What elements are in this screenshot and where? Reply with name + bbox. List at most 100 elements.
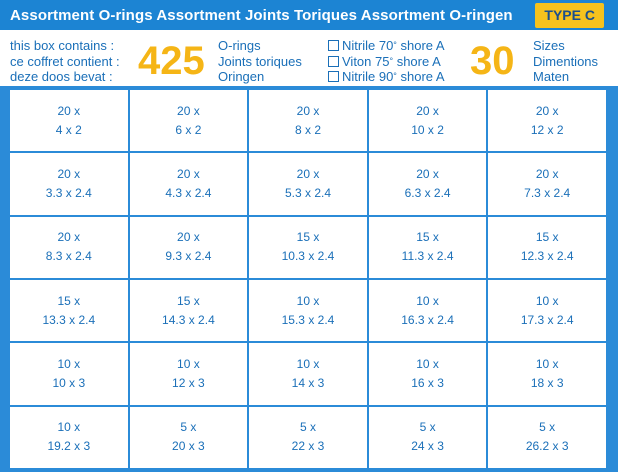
material-label: Viton 75: [342, 53, 390, 69]
compartment-qty: 10 x: [57, 356, 81, 371]
compartment: 10 x 15.3 x 2.4: [249, 279, 367, 342]
compartment: 20 x 6 x 2: [129, 90, 248, 152]
compartment-qty: 20 x: [416, 103, 439, 118]
compartment-size: 14 x 3: [291, 375, 325, 390]
ring-label: O-rings: [218, 38, 261, 53]
compartment-qty: 10 x: [416, 293, 439, 308]
compartment-size: 7.3 x 2.4: [524, 185, 571, 200]
material-suffix: shore A: [393, 53, 441, 69]
compartment-size: 8.3 x 2.4: [45, 249, 92, 264]
compartment-size: 12 x 3: [172, 375, 205, 390]
compartment-qty: 5 x: [180, 420, 197, 435]
checkbox[interactable]: [328, 71, 339, 83]
material-option[interactable]: Nitrile 90 ° shore A: [328, 69, 445, 85]
compartment: 20 x 12 x 2: [488, 90, 606, 152]
contains-line: ce coffret contient :: [10, 53, 120, 69]
material-suffix: shore A: [396, 69, 445, 84]
compartment: 20 x 6.3 x 2.4: [368, 153, 487, 215]
compartment-size: 20 x 3: [172, 439, 205, 454]
compartment-qty: 10 x: [535, 293, 559, 308]
compartment-size: 16 x 3: [411, 375, 444, 390]
compartment-qty: 20 x: [535, 166, 559, 181]
compartment-qty: 20 x: [296, 166, 320, 181]
compartment: 20 x 8 x 2: [249, 90, 367, 152]
compartment: 20 x 4.3 x 2.4: [129, 153, 248, 215]
compartment-qty: 10 x: [177, 356, 200, 371]
compartment-size: 14.3 x 2.4: [162, 312, 215, 327]
compartment-size: 9.3 x 2.4: [165, 249, 212, 264]
compartment-size: 17.3 x 2.4: [520, 312, 574, 327]
compartment-size: 10 x 3: [52, 375, 86, 390]
ring-count: 425: [138, 39, 205, 83]
compartment-qty: 10 x: [535, 356, 559, 371]
material-label: Nitrile 90: [342, 69, 394, 84]
header-bar: Assortment O-rings Assortment Joints Tor…: [0, 0, 618, 30]
compartment: 15 x 10.3 x 2.4: [249, 216, 367, 278]
compartment: 20 x 7.3 x 2.4: [488, 153, 606, 215]
compartment-size: 12 x 2: [530, 122, 564, 137]
compartment: 10 x 10 x 3: [10, 343, 128, 405]
compartment-qty: 20 x: [296, 103, 320, 118]
compartment-qty: 20 x: [535, 103, 559, 118]
compartment: 5 x 26.2 x 3: [488, 406, 606, 468]
compartment-size: 5.3 x 2.4: [284, 185, 331, 200]
compartment-qty: 20 x: [177, 103, 200, 118]
compartment-qty: 20 x: [177, 166, 200, 181]
compartment-size: 6.3 x 2.4: [404, 185, 451, 200]
degree-mark: °: [393, 71, 397, 81]
material-options: Nitrile 70 ° shore A Viton 75 ° shore A Ni…: [328, 38, 445, 85]
compartment-qty: 20 x: [57, 103, 81, 118]
compartment-qty: 10 x: [416, 356, 439, 371]
size-label: Sizes: [533, 38, 565, 53]
compartment: 15 x 12.3 x 2.4: [488, 216, 606, 278]
contains-text: this box contains : ce coffret contient …: [10, 38, 120, 85]
compartment: 20 x 5.3 x 2.4: [249, 153, 367, 215]
compartment: 10 x 12 x 3: [129, 343, 248, 405]
size-label: Dimentions: [533, 53, 599, 69]
material-option[interactable]: Viton 75 ° shore A: [328, 54, 445, 70]
ring-label: Joints toriques: [218, 53, 302, 69]
compartment: 10 x 18 x 3: [488, 343, 606, 405]
compartment-size: 11.3 x 2.4: [401, 249, 454, 264]
compartment: 20 x 4 x 2: [10, 90, 128, 152]
contains-line: deze doos bevat :: [10, 69, 113, 84]
material-suffix: shore A: [396, 38, 445, 53]
material-option[interactable]: Nitrile 70 ° shore A: [328, 38, 445, 54]
compartment-qty: 10 x: [57, 420, 81, 435]
compartment-size: 24 x 3: [411, 439, 444, 454]
compartment-size: 13.3 x 2.4: [42, 312, 96, 327]
compartment-qty: 20 x: [57, 230, 81, 245]
compartment-qty: 15 x: [296, 230, 320, 245]
compartment-qty: 10 x: [296, 356, 320, 371]
compartment-size: 4 x 2: [55, 122, 82, 137]
compartment-size: 26.2 x 3: [525, 439, 569, 454]
ring-labels: O-rings Joints toriques Oringen: [218, 38, 302, 85]
checkbox[interactable]: [328, 55, 339, 67]
compartment-grid-background: 20 x 4 x 2 20 x 6 x 2 20 x 8 x 2 20 x 10 x 2…: [0, 86, 618, 472]
compartment-qty: 20 x: [57, 166, 81, 181]
compartment: 10 x 14 x 3: [249, 343, 367, 405]
compartment: 5 x 20 x 3: [129, 406, 248, 468]
size-labels: Sizes Dimentions Maten: [533, 38, 598, 85]
degree-mark: °: [393, 40, 397, 50]
compartment-size: 15.3 x 2.4: [281, 312, 335, 327]
compartment: 10 x 19.2 x 3: [10, 406, 128, 468]
compartment: 20 x 3.3 x 2.4: [10, 153, 128, 215]
compartment: 5 x 24 x 3: [368, 406, 487, 468]
compartment: 10 x 17.3 x 2.4: [488, 279, 606, 342]
compartment-size: 18 x 3: [530, 375, 564, 390]
compartment-grid: 20 x 4 x 2 20 x 6 x 2 20 x 8 x 2 20 x 10 x 2…: [10, 90, 606, 468]
compartment-qty: 15 x: [535, 230, 559, 245]
compartment-size: 3.3 x 2.4: [45, 185, 92, 200]
compartment: 5 x 22 x 3: [249, 406, 367, 468]
compartment-size: 10.3 x 2.4: [281, 249, 335, 264]
compartment-qty: 5 x: [419, 420, 436, 435]
contains-line: this box contains :: [10, 38, 115, 53]
compartment-size: 12.3 x 2.4: [520, 249, 574, 264]
compartment-qty: 15 x: [57, 293, 81, 308]
compartment-size: 8 x 2: [294, 122, 321, 137]
compartment-qty: 15 x: [177, 293, 200, 308]
checkbox[interactable]: [328, 40, 339, 52]
info-panel: this box contains : ce coffret contient …: [0, 30, 618, 86]
